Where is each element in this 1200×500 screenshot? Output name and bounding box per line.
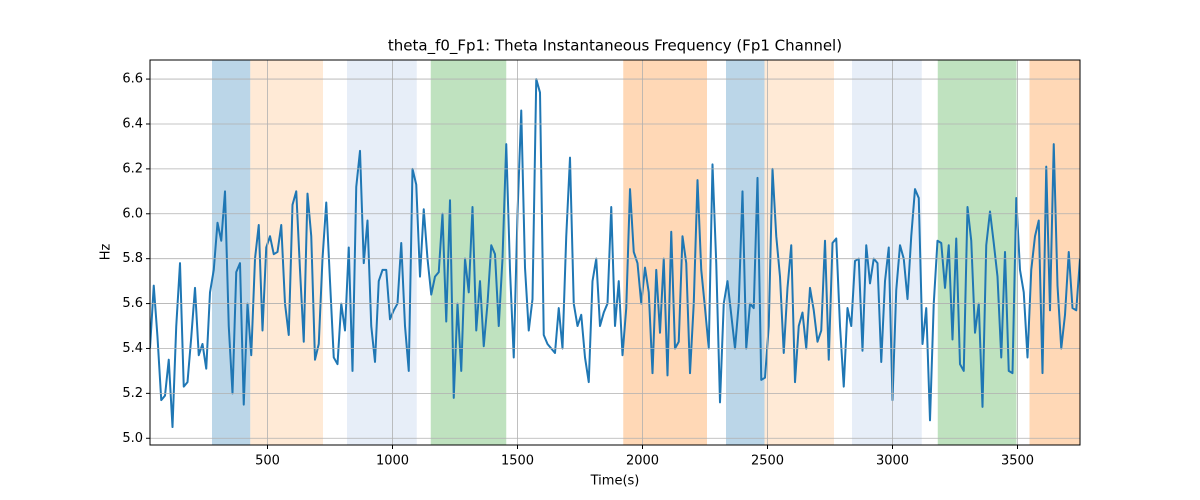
y-tick-label: 6.6 (122, 72, 143, 87)
data-line (150, 78, 1080, 429)
x-tick-label: 2500 (751, 454, 784, 469)
y-tick-label: 5.8 (122, 251, 143, 266)
plot-frame (149, 59, 1081, 446)
y-axis-label: Hz (99, 244, 114, 261)
highlight-span (347, 60, 417, 445)
x-axis-label: Time(s) (590, 474, 640, 489)
x-tick-label: 3500 (1001, 454, 1034, 469)
y-tick-label: 6.4 (122, 116, 143, 131)
chart-title: theta_f0_Fp1: Theta Instantaneous Freque… (388, 37, 842, 56)
x-tick-label: 3000 (876, 454, 909, 469)
y-tick-label: 5.2 (122, 386, 143, 401)
x-tick-label: 1500 (501, 454, 534, 469)
y-tick-label: 5.6 (122, 296, 143, 311)
y-tick-label: 6.2 (122, 161, 143, 176)
y-tick-label: 5.0 (122, 431, 143, 446)
y-tick-label: 5.4 (122, 341, 143, 356)
x-tick-label: 2000 (626, 454, 659, 469)
x-tick-label: 1000 (376, 454, 409, 469)
y-tick-label: 6.0 (122, 206, 143, 221)
plot-area: 500 1000 1500 2000 2500 3000 3500 5.0 5.2 5.4 5.6 5… (122, 59, 1081, 469)
x-tick-label: 500 (255, 454, 280, 469)
highlight-span (1029, 60, 1080, 445)
highlight-span (852, 60, 922, 445)
